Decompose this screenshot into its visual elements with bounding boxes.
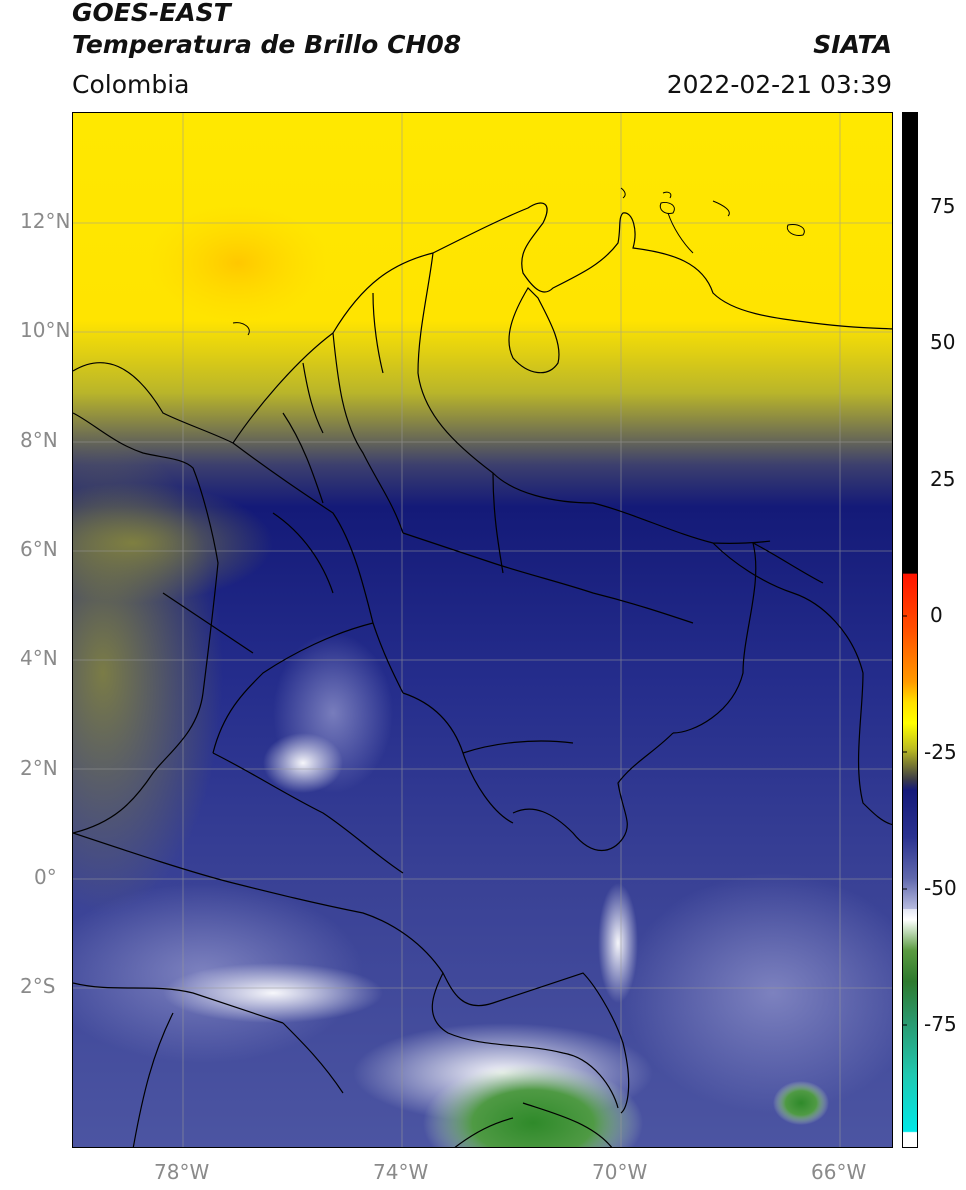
colorbar-tick-0: 0 xyxy=(930,603,943,627)
lat-label-2n: 2°N xyxy=(20,756,58,780)
title-agency: SIATA xyxy=(813,30,892,59)
region-label: Colombia xyxy=(72,70,190,99)
map-panel xyxy=(72,112,893,1148)
colorbar-tick-75: 75 xyxy=(930,194,956,218)
lat-label-0: 0° xyxy=(34,865,57,889)
colorbar-tick-50: 50 xyxy=(930,330,956,354)
lat-label-10n: 10°N xyxy=(20,318,71,342)
colorbar-gradient xyxy=(903,113,917,1147)
lon-label-78w: 78°W xyxy=(154,1160,210,1184)
lat-label-6n: 6°N xyxy=(20,537,58,561)
title-product: Temperatura de Brillo CH08 xyxy=(72,30,462,59)
timestamp-label: 2022-02-21 03:39 xyxy=(666,70,892,99)
map-svg xyxy=(73,113,892,1147)
title-satellite: GOES-EAST xyxy=(72,0,231,27)
borders xyxy=(73,202,892,1147)
colorbar xyxy=(902,112,918,1148)
lat-label-2s: 2°S xyxy=(20,974,56,998)
lon-label-70w: 70°W xyxy=(592,1160,648,1184)
colorbar-tick-minus50: -50 xyxy=(924,876,957,900)
lon-label-74w: 74°W xyxy=(373,1160,429,1184)
coldest-region xyxy=(423,1063,643,1147)
lon-label-66w: 66°W xyxy=(811,1160,867,1184)
islands xyxy=(232,187,805,336)
lat-label-4n: 4°N xyxy=(20,646,58,670)
lat-label-12n: 12°N xyxy=(20,209,71,233)
lat-label-8n: 8°N xyxy=(20,428,58,452)
colorbar-tick-minus75: -75 xyxy=(924,1012,957,1036)
colorbar-tick-25: 25 xyxy=(930,467,956,491)
colorbar-tick-minus25: -25 xyxy=(924,740,957,764)
graticule xyxy=(73,113,892,1147)
warm-spot xyxy=(148,203,328,323)
